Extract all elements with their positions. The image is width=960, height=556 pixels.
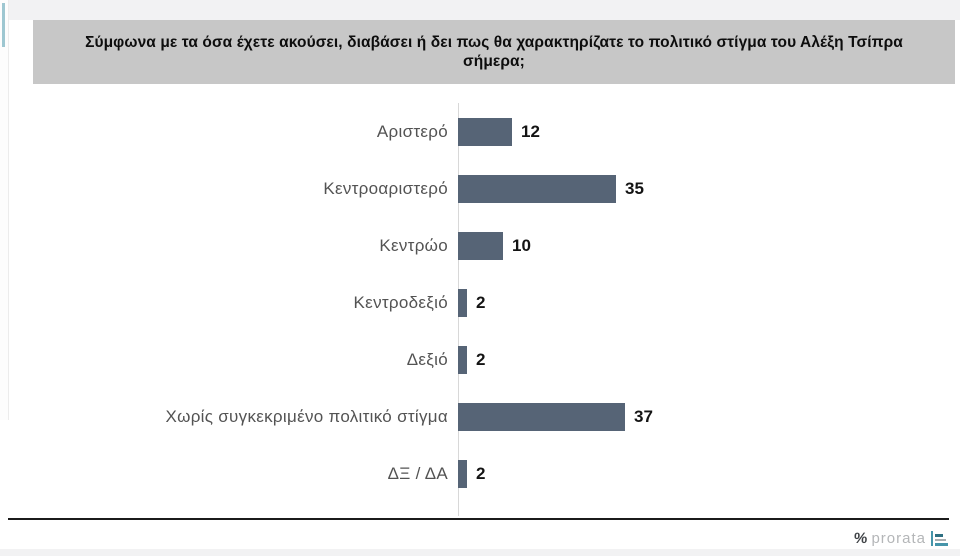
category-label: Κεντροδεξιό [353,292,448,312]
bar-track: 10 [458,231,531,260]
chart-row: Κεντροδεξιό 2 [0,274,960,331]
mini-bar-chart-icon [931,530,948,546]
bar [458,174,616,203]
bar [458,231,503,260]
value-label: 2 [476,463,486,483]
value-label: 2 [476,292,486,312]
bar-track: 37 [458,402,653,431]
chart-row: Αριστερό 12 [0,103,960,160]
bar-track: 35 [458,174,644,203]
footer: % prorata [854,527,948,549]
percent-icon: % [853,529,869,547]
category-label: Κεντρώο [379,235,448,255]
bar [458,288,467,317]
bar-chart: Αριστερό 12 Κεντροαριστερό 35 Κεντρώο 10 Κεντρ… [0,103,960,516]
chart-row: Κεντρώο 10 [0,217,960,274]
chart-row: ΔΞ / ΔΑ 2 [0,445,960,502]
bar [458,345,467,374]
bar-track: 2 [458,288,486,317]
top-strip [0,0,960,20]
value-label: 12 [521,121,540,141]
chart-row: Χωρίς συγκεκριμένο πολιτικό στίγμα 37 [0,388,960,445]
brand-name: prorata [871,529,926,547]
chart-row: Δεξιό 2 [0,331,960,388]
bar [458,459,467,488]
category-label: Αριστερό [376,121,448,141]
bar [458,402,625,431]
question-title-band: Σύμφωνα με τα όσα έχετε ακούσει, διαβάσε… [33,20,955,84]
left-edge-accent [0,0,9,420]
category-label: ΔΞ / ΔΑ [387,463,448,483]
bar-track: 2 [458,345,486,374]
bar-track: 12 [458,117,540,146]
chart-rows: Αριστερό 12 Κεντροαριστερό 35 Κεντρώο 10 Κεντρ… [0,103,960,502]
value-label: 37 [634,406,653,426]
category-label: Χωρίς συγκεκριμένο πολιτικό στίγμα [165,406,448,426]
prorata-logo: % prorata [854,530,948,547]
value-label: 35 [625,178,644,198]
value-label: 2 [476,349,486,369]
value-label: 10 [512,235,531,255]
bottom-strip [0,549,960,556]
question-title: Σύμφωνα με τα όσα έχετε ακούσει, διαβάσε… [85,33,903,70]
category-label: Δεξιό [406,349,448,369]
category-label: Κεντροαριστερό [323,178,448,198]
footer-divider [8,518,949,520]
chart-row: Κεντροαριστερό 35 [0,160,960,217]
bar-track: 2 [458,459,486,488]
bar [458,117,512,146]
